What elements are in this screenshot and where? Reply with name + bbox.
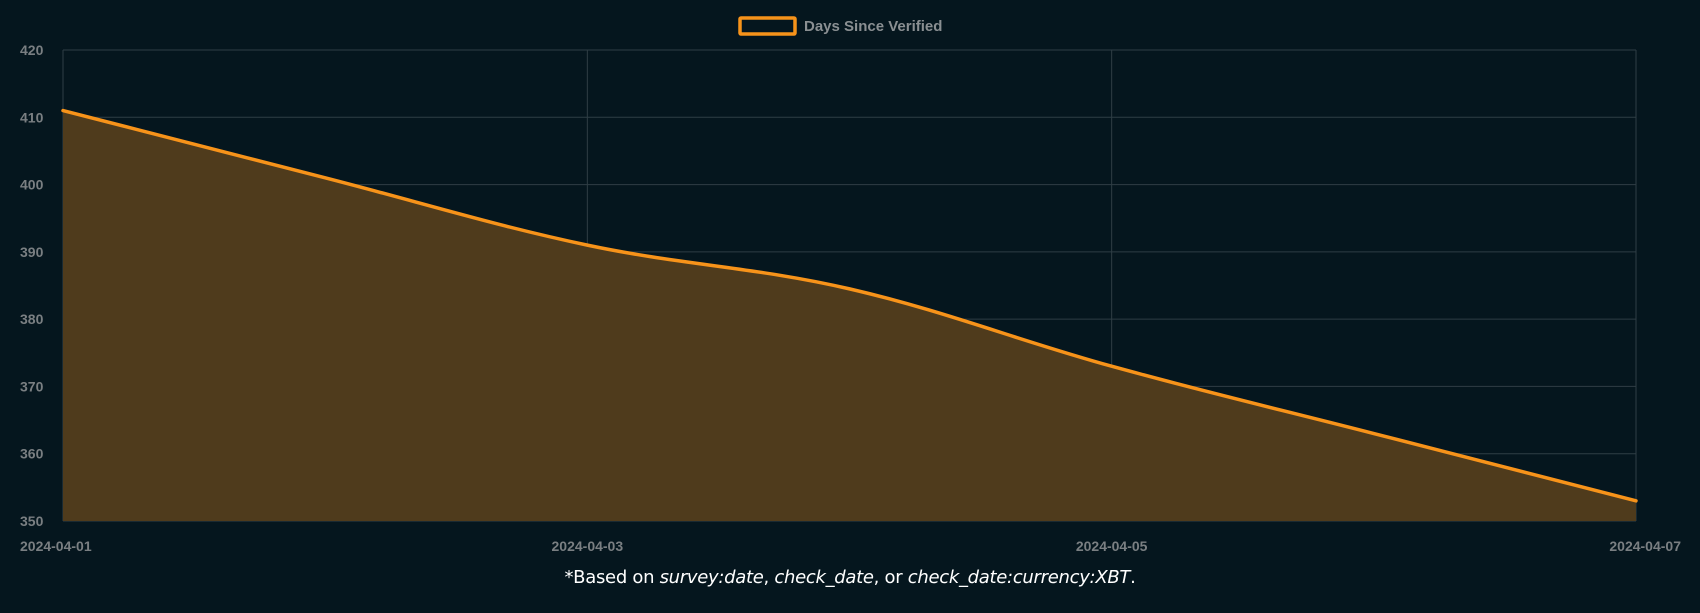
footnote-separator: , or (873, 567, 908, 588)
legend-label[interactable]: Days Since Verified (804, 18, 942, 35)
footnote-term-survey-date: survey:date (659, 567, 764, 588)
footnote: *Based on survey:date, check_date, or ch… (0, 567, 1700, 588)
y-tick-label: 370 (20, 378, 44, 394)
x-tick-label: 2024-04-05 (1076, 538, 1148, 554)
x-tick-label: 2024-04-07 (1609, 538, 1681, 554)
footnote-term-check-date: check_date (774, 567, 874, 588)
y-tick-label: 410 (20, 109, 44, 125)
footnote-term-check-date-currency: check_date:currency:XBT (907, 567, 1131, 588)
footnote-suffix: . (1130, 567, 1136, 588)
x-tick-label: 2024-04-03 (552, 538, 624, 554)
y-tick-label: 350 (20, 513, 44, 529)
y-axis-ticks: 350 360 370 380 390 400 410 420 (20, 42, 44, 529)
footnote-separator: , (763, 567, 775, 588)
series-line[interactable] (61, 108, 1638, 503)
y-tick-label: 390 (20, 244, 44, 260)
legend[interactable]: Days Since Verified (738, 16, 942, 36)
y-tick-label: 380 (20, 311, 44, 327)
series-line-layer (61, 108, 1638, 503)
x-axis-ticks: 2024-04-01 2024-04-03 2024-04-05 2024-04-07 (20, 538, 1681, 554)
y-tick-label: 420 (20, 42, 44, 58)
footnote-prefix: *Based on (564, 567, 660, 588)
y-tick-label: 360 (20, 446, 44, 462)
y-tick-label: 400 (20, 177, 44, 193)
legend-swatch[interactable] (738, 16, 797, 36)
x-tick-label: 2024-04-01 (20, 538, 92, 554)
